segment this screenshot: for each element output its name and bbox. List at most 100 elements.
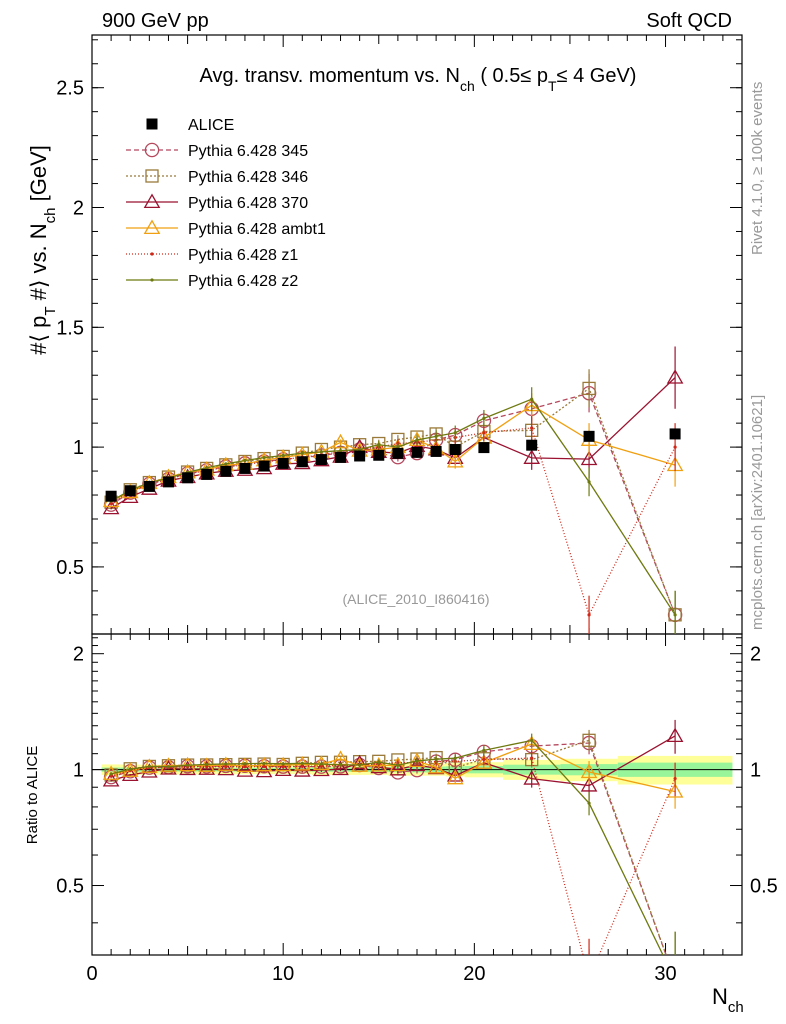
- series-line: [110, 377, 676, 509]
- alice-data-point: [583, 430, 595, 442]
- legend-label: ALICE: [188, 117, 234, 134]
- alice-data-point: [315, 454, 327, 466]
- ratio-axes: 0.5 0.51 12 20 10 20 30: [56, 634, 778, 985]
- legend-entry: Pythia 6.428 370: [126, 193, 308, 212]
- ratio-point: [236, 757, 254, 773]
- legend-entry: Pythia 6.428 345: [126, 142, 308, 160]
- legend-label: Pythia 6.428 345: [188, 143, 308, 160]
- ratio-point: [530, 738, 534, 743]
- ratio-point: [666, 783, 684, 798]
- ratio-point: [121, 766, 139, 782]
- ratio-series-line: [110, 757, 676, 955]
- ratio-point: [255, 756, 273, 772]
- legend-label: Pythia 6.428 370: [188, 195, 308, 212]
- data-point: [377, 443, 381, 447]
- series-pythia-6-428-z2: [109, 387, 677, 634]
- y-tick-label: 2: [73, 198, 84, 220]
- series-line: [110, 392, 676, 616]
- ratio-point: [332, 760, 349, 776]
- ratio-point: [147, 764, 151, 769]
- ratio-point: [396, 763, 400, 767]
- alice-data-point: [354, 450, 366, 462]
- alice-data-point: [411, 446, 423, 458]
- data-point: [262, 456, 266, 460]
- legend-marker: [146, 118, 158, 130]
- ratio-point: [377, 760, 381, 764]
- legend-marker: [150, 252, 154, 256]
- ratio-point: [166, 765, 171, 769]
- legend-marker: [150, 278, 154, 282]
- alice-data-point: [449, 444, 461, 456]
- ratio-point: [128, 767, 132, 771]
- ratio-point: [313, 755, 330, 771]
- alice-data-point: [335, 451, 347, 463]
- alice-data-point: [220, 465, 232, 477]
- y-tick-label: 1.5: [56, 317, 84, 339]
- data-point: [673, 613, 677, 617]
- ratio-point: [274, 761, 292, 777]
- series-line: [110, 387, 676, 616]
- data-point: [300, 451, 304, 455]
- ratio-point: [281, 762, 285, 766]
- x-axis-label: Nch: [712, 984, 744, 1016]
- ratio-point: [523, 735, 541, 751]
- ratio-point: [243, 762, 247, 766]
- rivet-label: Rivet 4.1.0, ≥ 100k events: [749, 82, 766, 255]
- ratio-point: [446, 769, 464, 785]
- y-tick-label: 0.5: [56, 557, 84, 579]
- data-point: [358, 447, 362, 452]
- ratio-point: [580, 777, 598, 792]
- x-tick-label: 30: [654, 963, 676, 985]
- data-point: [415, 438, 419, 442]
- alice-data-point: [296, 456, 308, 468]
- ratio-point: [262, 761, 266, 765]
- ratio-tick-label: 2: [73, 644, 84, 666]
- data-point: [319, 450, 324, 454]
- data-point: [446, 452, 464, 468]
- ratio-point: [370, 756, 388, 772]
- legend: ALICE Pythia 6.428 345 Pythia 6.428 346 Pyt…: [126, 117, 326, 290]
- alice-data-point: [669, 428, 681, 440]
- data-point: [243, 458, 247, 463]
- y-tick-label: 2.5: [56, 78, 84, 100]
- ratio-point: [408, 756, 426, 772]
- ratio-point: [370, 758, 388, 774]
- legend-entry: Pythia 6.428 z1: [126, 247, 298, 264]
- ratio-tick-label: 1: [73, 760, 84, 782]
- header-left: 900 GeV pp: [102, 10, 209, 32]
- alice-data-point: [105, 490, 117, 502]
- ratio-point: [582, 733, 596, 747]
- data-point: [332, 433, 349, 449]
- data-point: [530, 426, 534, 430]
- data-point: [666, 369, 684, 384]
- data-point: [523, 449, 541, 464]
- alice-data-point: [478, 442, 490, 454]
- ratio-point: [160, 757, 177, 772]
- x-tick-label: 0: [86, 963, 97, 985]
- y-axis-label: #⟨ pT #⟩ vs. Nch [GeV]: [26, 145, 59, 355]
- ratio-point: [482, 748, 486, 752]
- x-tick-label: 20: [463, 963, 485, 985]
- legend-marker: [145, 169, 159, 183]
- alice-data-point: [277, 457, 289, 469]
- legend-label: Pythia 6.428 346: [188, 169, 308, 186]
- data-point: [281, 453, 285, 458]
- ratio-point: [179, 756, 196, 772]
- ratio-point: [224, 765, 228, 769]
- data-point: [338, 449, 343, 453]
- legend-entry-alice: ALICE: [146, 117, 234, 134]
- main-axes: 0.5 1 1.5 2 2.5: [56, 35, 743, 634]
- ratio-point: [580, 763, 598, 779]
- legend-marker: [143, 193, 161, 209]
- ratio-point: [666, 727, 684, 743]
- chart-title: Avg. transv. momentum vs. Nch ( 0.5≤ pT≤…: [200, 65, 637, 94]
- ratio-point: [415, 759, 419, 763]
- ratio-point: [109, 772, 113, 776]
- ratio-tick-label-right: 2: [750, 644, 761, 666]
- alice-data-point: [239, 462, 251, 474]
- data-point: [434, 434, 438, 438]
- main-series-layer: [102, 346, 684, 634]
- legend-entry: Pythia 6.428 346: [126, 169, 308, 186]
- data-point: [102, 499, 120, 515]
